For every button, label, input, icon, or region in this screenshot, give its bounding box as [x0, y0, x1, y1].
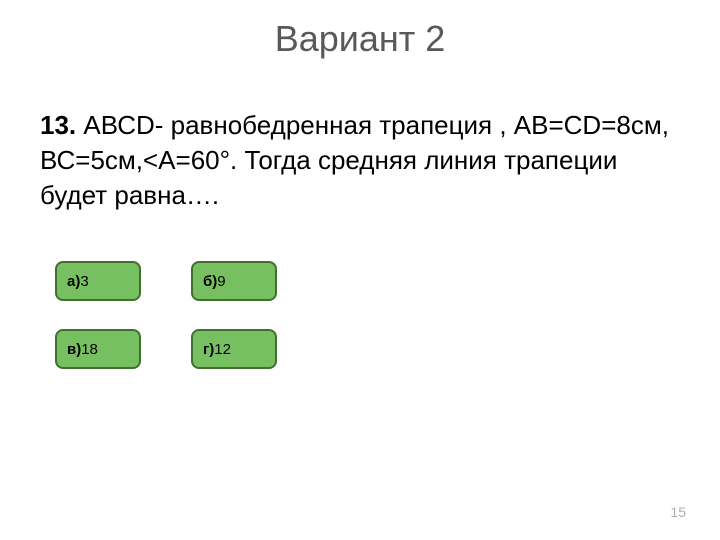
- answer-g-button[interactable]: г) 12: [191, 329, 277, 369]
- answer-a-label: а): [67, 273, 80, 290]
- answer-v-button[interactable]: в) 18: [55, 329, 141, 369]
- answer-v-value: 18: [81, 341, 98, 358]
- answer-row-1: а) 3 б) 9: [55, 261, 720, 301]
- answer-g-label: г): [203, 341, 214, 358]
- answer-b-button[interactable]: б) 9: [191, 261, 277, 301]
- answer-a-button[interactable]: а) 3: [55, 261, 141, 301]
- answers-grid: а) 3 б) 9 в) 18 г) 12: [0, 213, 720, 369]
- page-title: Вариант 2: [0, 0, 720, 60]
- answer-g-value: 12: [214, 341, 231, 358]
- question-block: 13. АВСD- равнобедренная трапеция , АВ=С…: [0, 60, 720, 213]
- answer-a-value: 3: [80, 273, 88, 290]
- page-number: 15: [670, 504, 686, 520]
- answer-b-label: б): [203, 273, 217, 290]
- answer-v-label: в): [67, 341, 81, 358]
- question-number: 13.: [40, 110, 76, 140]
- question-text: АВСD- равнобедренная трапеция , АВ=СD=8с…: [40, 110, 669, 210]
- answer-row-2: в) 18 г) 12: [55, 329, 720, 369]
- answer-b-value: 9: [217, 273, 225, 290]
